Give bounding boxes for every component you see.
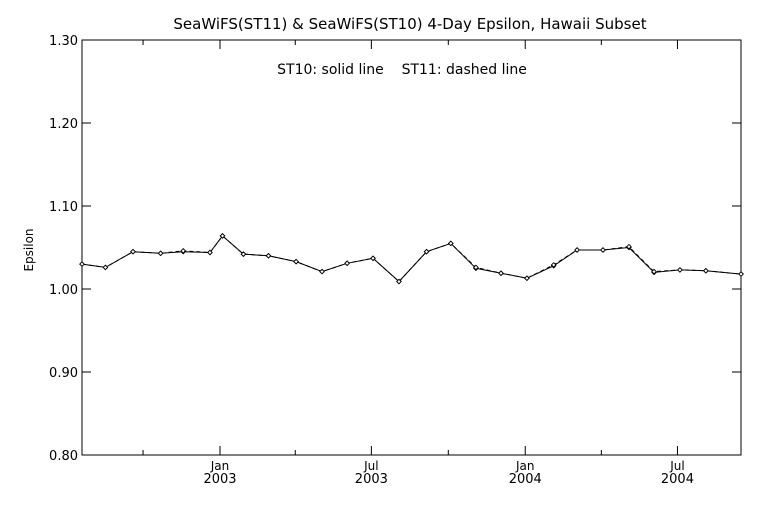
data-point-st11 bbox=[219, 233, 226, 239]
y-tick-label: 1.00 bbox=[49, 283, 78, 298]
series-line-st11 bbox=[81, 235, 742, 283]
y-tick-label: 0.80 bbox=[49, 449, 78, 464]
y-tick-label: 0.90 bbox=[49, 366, 78, 381]
data-point-st11 bbox=[102, 264, 109, 271]
x-tick-month: Jul bbox=[363, 459, 378, 473]
data-point-st11 bbox=[550, 262, 557, 268]
y-tick-label: 1.20 bbox=[49, 117, 78, 132]
data-point-st11 bbox=[651, 268, 657, 275]
data-point-st11 bbox=[498, 270, 504, 277]
series-group bbox=[79, 233, 744, 285]
data-point-st11 bbox=[370, 255, 376, 262]
data-point-st11 bbox=[157, 250, 164, 257]
data-point-st11 bbox=[396, 278, 402, 285]
data-point-st11 bbox=[600, 247, 606, 253]
plot-frame bbox=[81, 39, 742, 456]
y-tick-label: 1.30 bbox=[49, 34, 78, 49]
y-tick-label: 1.10 bbox=[49, 200, 78, 215]
data-point-st11 bbox=[524, 275, 530, 282]
y-axis-label: Epsilon bbox=[22, 228, 36, 271]
chart-title: SeaWiFS(ST11) & SeaWiFS(ST10) 4-Day Epsi… bbox=[173, 15, 646, 33]
data-point-st11 bbox=[319, 268, 325, 275]
x-tick-year: 2003 bbox=[355, 472, 388, 487]
chart-annotation: ST10: solid line ST11: dashed line bbox=[277, 62, 527, 78]
data-point-st11 bbox=[677, 267, 683, 273]
x-tick-month: Jan bbox=[210, 459, 230, 473]
x-tick-year: 2003 bbox=[203, 472, 236, 487]
data-point-st11 bbox=[703, 267, 709, 274]
x-tick-month: Jan bbox=[515, 459, 535, 473]
data-point-st11 bbox=[293, 258, 299, 265]
data-point-st11 bbox=[473, 264, 479, 271]
data-point-st11 bbox=[423, 248, 430, 255]
x-tick-year: 2004 bbox=[661, 472, 694, 487]
data-point-st11 bbox=[447, 240, 454, 247]
data-point-st11 bbox=[79, 261, 85, 267]
data-point-st11 bbox=[344, 260, 350, 267]
data-point-st11 bbox=[574, 247, 580, 253]
series-line-st10 bbox=[81, 235, 742, 283]
data-point-st11 bbox=[207, 249, 213, 256]
data-point-st11 bbox=[240, 251, 247, 257]
data-point-st11 bbox=[626, 243, 632, 250]
data-point-st11 bbox=[130, 248, 136, 255]
data-point-st11 bbox=[180, 247, 187, 254]
x-tick-year: 2004 bbox=[509, 472, 542, 487]
y-axis: 0.80 0.90 1.00 1.10 1.20 1.30 bbox=[49, 34, 741, 464]
data-point-st11 bbox=[265, 252, 272, 259]
x-tick-month: Jul bbox=[669, 459, 684, 473]
data-point-st11 bbox=[738, 271, 744, 277]
